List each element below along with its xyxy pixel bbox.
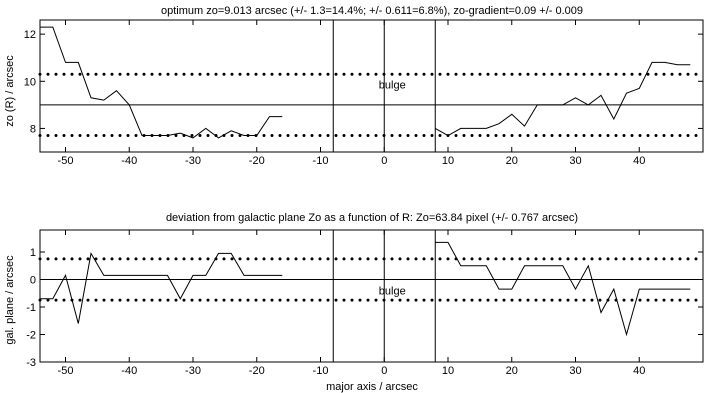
top-x-tick-label: 10 xyxy=(442,155,454,167)
top-x-tick-label: -10 xyxy=(313,155,329,167)
bottom-bulge-label: bulge xyxy=(379,286,406,298)
bottom-series-line-1 xyxy=(40,251,283,324)
top-y-tick-label: 12 xyxy=(24,29,36,41)
top-plot-frame xyxy=(39,19,704,153)
bottom-y-tick-label: 1 xyxy=(30,247,36,259)
top-x-tick-label: -30 xyxy=(185,155,201,167)
x-axis-label: major axis / arcsec xyxy=(326,381,418,393)
bottom-series-line-2 xyxy=(435,241,691,337)
bottom-x-tick-label: 10 xyxy=(442,365,454,377)
bottom-panel: deviation from galactic plane Zo as a fu… xyxy=(4,212,705,377)
top-series-line-1 xyxy=(40,26,283,139)
bottom-y-tick-label: -3 xyxy=(26,357,36,369)
bottom-y-tick-label: -2 xyxy=(26,330,36,342)
top-x-tick-label: 30 xyxy=(569,155,581,167)
bottom-x-tick-label: 30 xyxy=(569,365,581,377)
bottom-y-axis-label: gal. plane / arcsec xyxy=(4,255,16,345)
top-bulge-label: bulge xyxy=(379,79,406,91)
bottom-chart-title: deviation from galactic plane Zo as a fu… xyxy=(166,212,578,224)
bottom-y-tick-label: -1 xyxy=(26,302,36,314)
bottom-x-tick-label: 0 xyxy=(381,365,387,377)
top-x-tick-label: 0 xyxy=(381,155,387,167)
bottom-plot-frame xyxy=(39,229,704,363)
bottom-x-tick-label: -40 xyxy=(121,365,137,377)
top-series-line-2 xyxy=(435,61,691,137)
bottom-x-tick-label: -50 xyxy=(58,365,74,377)
top-x-tick-label: -20 xyxy=(249,155,265,167)
top-x-tick-label: -50 xyxy=(58,155,74,167)
bottom-x-tick-label: 40 xyxy=(633,365,645,377)
bottom-x-tick-label: -10 xyxy=(313,365,329,377)
bottom-x-tick-label: 20 xyxy=(506,365,518,377)
top-y-tick-label: 10 xyxy=(24,76,36,88)
top-chart-title: optimum zo=9.013 arcsec (+/- 1.3=14.4%; … xyxy=(161,5,583,17)
bottom-x-tick-label: -20 xyxy=(249,365,265,377)
top-panel: optimum zo=9.013 arcsec (+/- 1.3=14.4%; … xyxy=(4,5,705,167)
top-x-tick-label: -40 xyxy=(121,155,137,167)
top-x-tick-label: 40 xyxy=(633,155,645,167)
top-y-tick-label: 8 xyxy=(30,123,36,135)
top-y-axis-label: zo (R) / arcsec xyxy=(4,55,16,127)
bottom-x-tick-label: -30 xyxy=(185,365,201,377)
bottom-y-tick-label: 0 xyxy=(30,275,36,287)
top-x-tick-label: 20 xyxy=(506,155,518,167)
